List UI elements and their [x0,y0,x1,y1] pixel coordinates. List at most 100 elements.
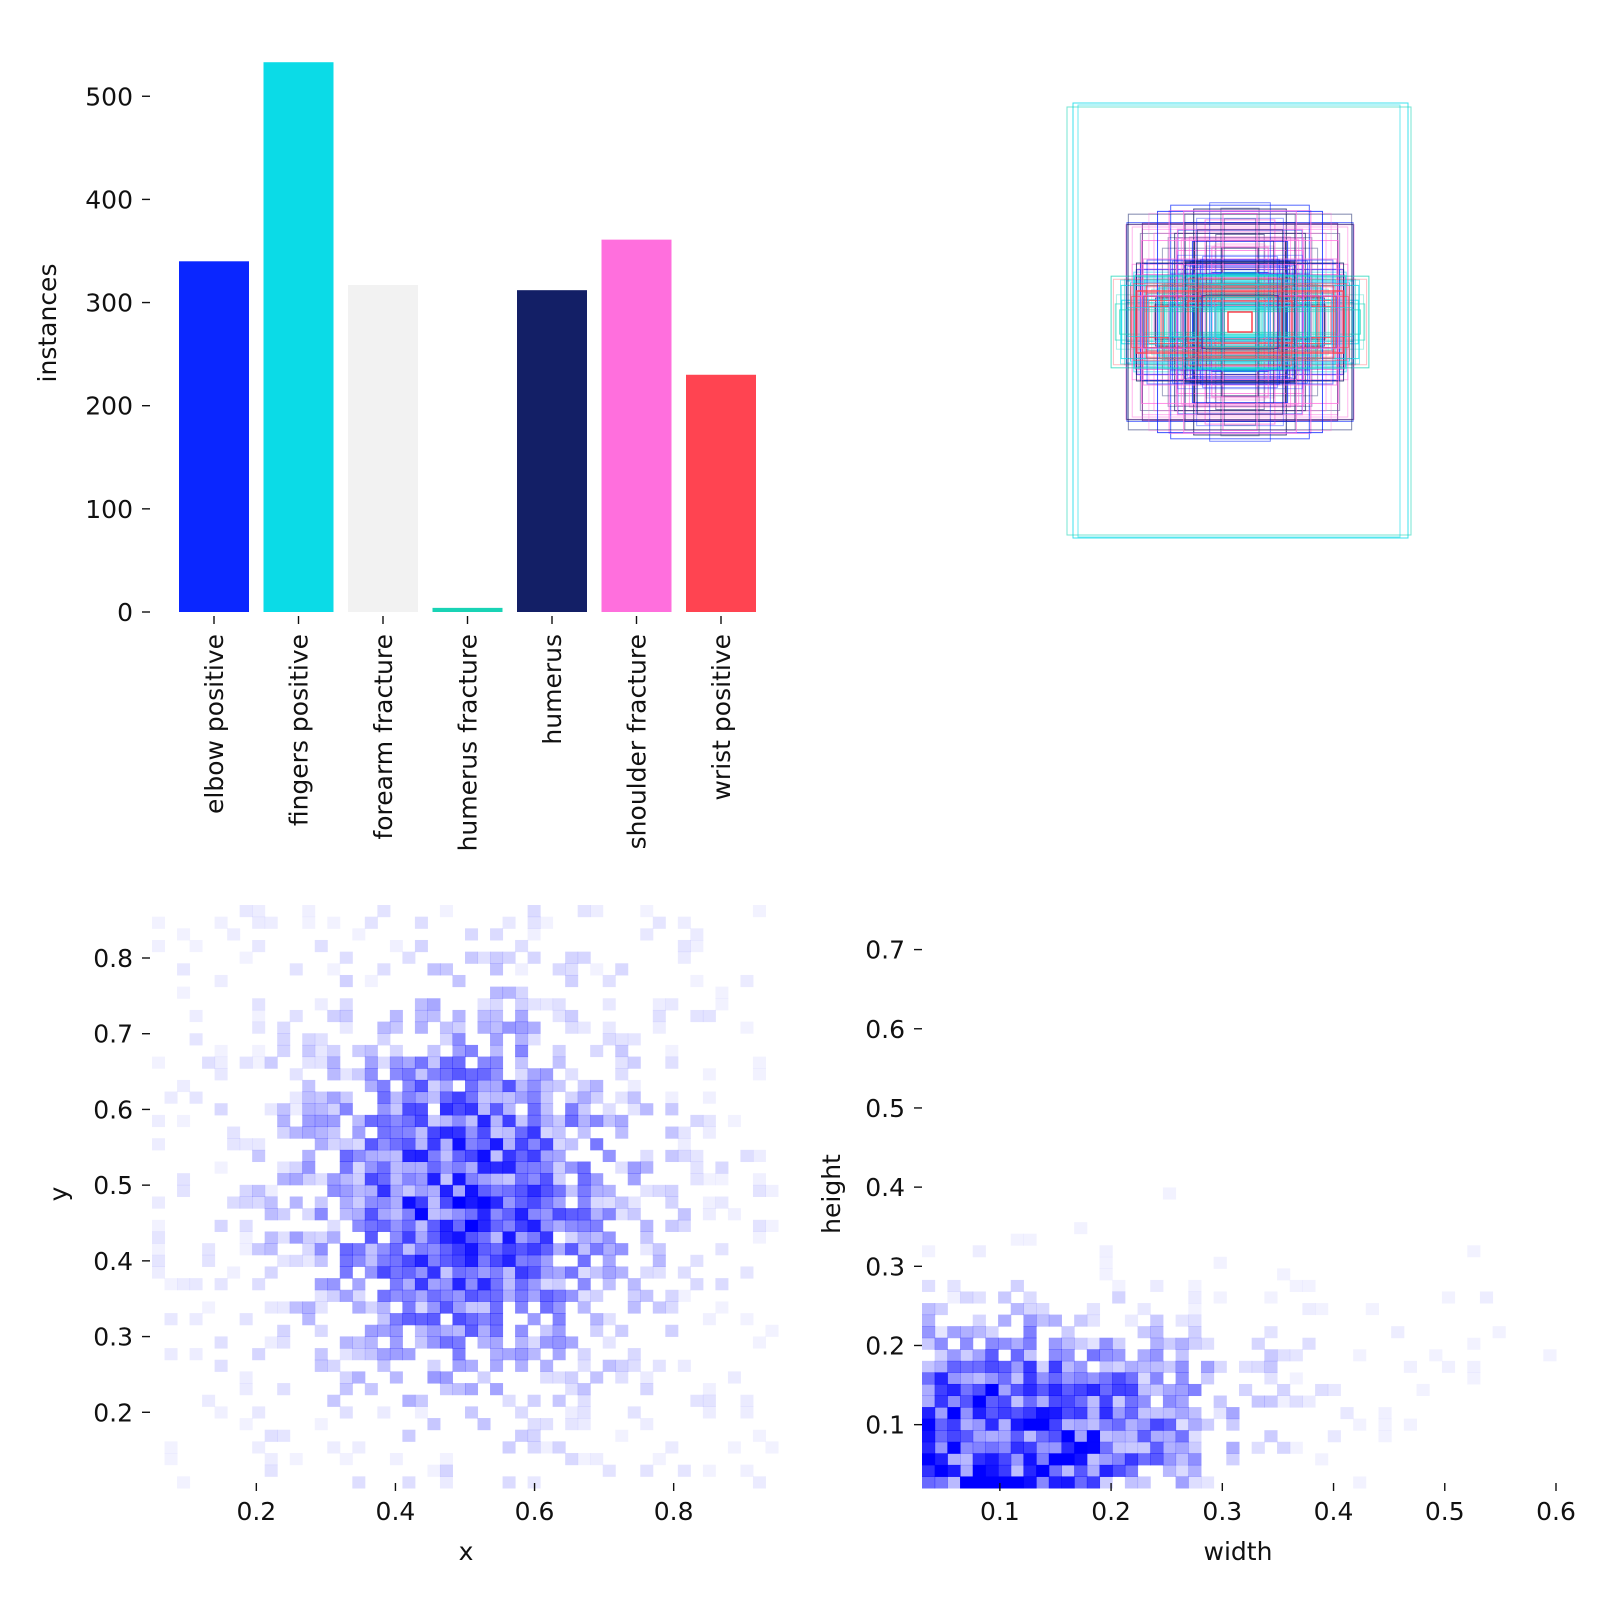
heatmap-cell [339,1196,353,1209]
heatmap-cell [1137,1383,1151,1397]
heatmap-cell [1200,1418,1215,1431]
heatmap-cell [465,1266,479,1279]
heatmap-cell [602,1231,616,1244]
heatmap-cell [590,1231,604,1244]
heatmap-cell [1061,1464,1075,1477]
heatmap-cell [377,1219,391,1232]
heatmap-cell [1112,1349,1126,1362]
heatmap-cell [985,1395,999,1408]
bar-x-ticks: elbow positive fingers positive forearm fr… [200,616,736,851]
heatmap-cell [527,1068,541,1081]
heatmap-cell [1023,1233,1037,1246]
heatmap-cell [239,1231,253,1244]
heatmap-cell [1188,1291,1202,1304]
heatmap-cell [1074,1464,1088,1477]
heatmap-cell [164,1348,178,1361]
heatmap-cell [452,1056,466,1069]
heatmap-cell [640,1266,654,1279]
heatmap-cell [577,1231,591,1244]
heatmap-cell [1023,1430,1037,1443]
heatmap-cell [1099,1256,1113,1269]
heatmap-cell [289,1009,303,1023]
heatmap-cell [652,916,666,929]
heatmap-cell [264,1184,278,1197]
heatmap-cell [565,1161,579,1174]
heatmap-cell [1010,1476,1024,1489]
y-tick-label: 0.2 [865,1331,905,1360]
heatmap-cell [1289,1372,1303,1385]
heatmap-cell [465,1114,479,1128]
heatmap-cell [452,1021,466,1034]
heatmap-cell [615,1161,629,1174]
heatmap-cell [1036,1464,1050,1477]
heatmap-cell [364,1301,378,1314]
box [1167,237,1313,407]
heatmap-cell [427,1289,441,1302]
heatmap-cell [515,1091,529,1104]
heatmap-cell [615,1044,629,1058]
heatmap-cell [515,1184,529,1197]
heatmap-cell [452,1324,466,1337]
heatmap-cell [602,1266,616,1279]
heatmap-cell [152,939,166,953]
heatmap-cell [527,1173,541,1186]
heatmap-cell [1188,1314,1202,1327]
heatmap-cell [1150,1349,1164,1362]
box [1148,299,1332,345]
heatmap-cell [1467,1245,1481,1258]
heatmap-cell [152,1243,166,1256]
box [1176,264,1304,380]
heatmap-cell [577,1348,591,1361]
heatmap-cell [389,1068,403,1081]
heatmap-cell [152,1196,166,1209]
heatmap-cell [314,1231,328,1244]
heatmap-cell [452,1336,466,1349]
heatmap-cell [640,1219,654,1232]
heatmap-cell [427,1173,441,1186]
heatmap-cell [439,1453,453,1466]
heatmap-cell [502,1161,516,1174]
heatmap-cell [402,1138,416,1151]
heatmap-cell [277,1429,291,1442]
heatmap-cell [602,1278,616,1291]
heatmap-cell [640,1289,654,1302]
box [1112,278,1368,366]
heatmap-cell [1264,1395,1278,1408]
heatmap-cell [715,1161,729,1174]
heatmap-cell [1162,1407,1177,1420]
heatmap-cell [402,1348,416,1361]
heatmap-cell [947,1372,961,1385]
heatmap-cell [1086,1441,1101,1454]
heatmap-cell [465,1208,479,1221]
box [1148,212,1332,432]
heatmap-cell [414,1406,428,1419]
heatmap-cell [377,1359,391,1372]
heatmap-cell [152,1114,166,1128]
heatmap-cell [590,1079,604,1093]
heatmap-cell [677,1289,691,1302]
heatmap-cell [439,1068,453,1081]
heatmap-cell [1403,1418,1418,1431]
heatmap-cell [352,1441,366,1454]
heatmap-cell [1200,1337,1215,1350]
heatmap-cell [552,1184,566,1197]
heatmap-cell [602,1208,616,1221]
heatmap-cell [452,1266,466,1279]
heatmap-cell [527,1114,541,1128]
heatmap-cell [1112,1407,1126,1420]
y-tick-label: 0.6 [865,1015,905,1044]
heatmap-cell [1099,1337,1113,1350]
heatmap-cell [389,1336,403,1349]
heatmap-cell [1023,1407,1037,1420]
heatmap-cell [765,1324,779,1337]
heatmap-cell [1429,1349,1443,1362]
heatmap-cell [665,1103,679,1116]
heatmap-cell [627,1348,641,1361]
heatmap-cell [590,1219,604,1232]
heatmap-cell [502,1114,516,1128]
heatmap-cell [702,1068,716,1081]
heatmap-cell [615,1068,629,1081]
heatmap-cell [1048,1360,1062,1373]
box [1077,104,1401,538]
heatmap-cell [960,1407,974,1420]
